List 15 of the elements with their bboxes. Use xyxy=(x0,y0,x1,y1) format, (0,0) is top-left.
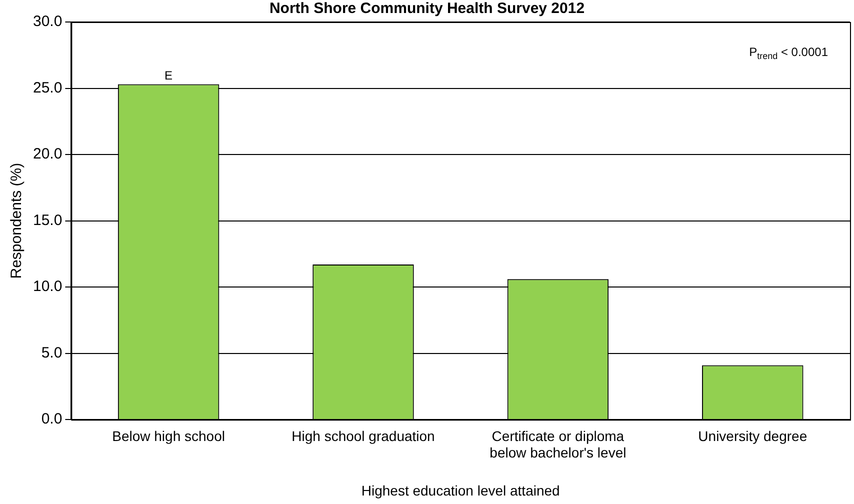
y-tick-label: 25.0 xyxy=(32,79,62,96)
x-tick-label: University degree xyxy=(698,428,808,444)
y-tick-label: 30.0 xyxy=(32,13,62,30)
y-axis-title: Respondents (%) xyxy=(8,162,26,279)
chart-title: North Shore Community Health Survey 2012 xyxy=(269,0,585,18)
y-tick-label: 0.0 xyxy=(41,410,62,428)
y-tick-label: 20.0 xyxy=(32,146,62,163)
y-tick-label: 15.0 xyxy=(32,212,62,229)
y-tick-label: 10.0 xyxy=(32,278,62,296)
annotation: E xyxy=(164,68,173,82)
x-tick-label: Below high school xyxy=(112,428,225,444)
x-tick-label: High school graduation xyxy=(292,428,435,444)
x-axis-title: Highest education level attained xyxy=(361,482,560,498)
y-tick-label: 5.0 xyxy=(41,344,62,362)
x-tick-label: Certificate or diploma below bachelor's level xyxy=(490,428,626,461)
